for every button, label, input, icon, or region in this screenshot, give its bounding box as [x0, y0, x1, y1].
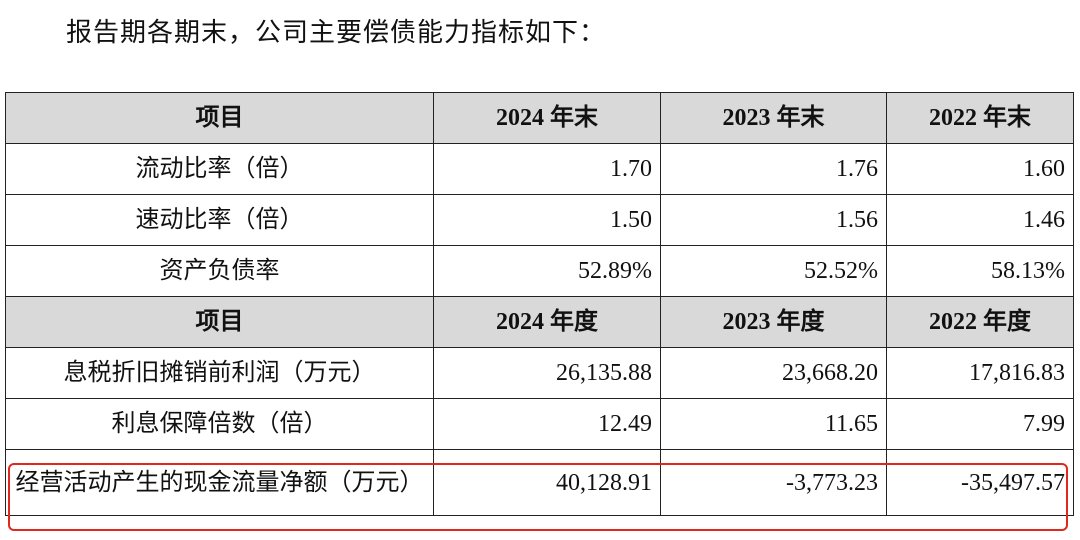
value-cell: 40,128.91: [433, 449, 661, 516]
row-label: 资产负债率: [5, 245, 434, 297]
value-cell: -35,497.57: [886, 449, 1074, 516]
value-cell: 26,135.88: [433, 347, 661, 399]
data-row: 流动比率（倍） 1.70 1.76 1.60: [5, 143, 1074, 195]
row-label: 流动比率（倍）: [5, 143, 434, 195]
value-cell: -3,773.23: [660, 449, 887, 516]
value-cell: 23,668.20: [660, 347, 887, 399]
value-cell: 1.76: [660, 143, 887, 195]
value-cell: 1.60: [886, 143, 1074, 195]
value-cell: 52.89%: [433, 245, 661, 297]
header-cell: 2023 年末: [660, 92, 887, 144]
value-cell: 1.70: [433, 143, 661, 195]
value-cell: 11.65: [660, 398, 887, 450]
intro-text: 报告期各期末，公司主要偿债能力指标如下：: [66, 18, 607, 47]
row-label: 速动比率（倍）: [5, 194, 434, 246]
value-cell: 58.13%: [886, 245, 1074, 297]
table-body: 项目 2024 年末 2023 年末 2022 年末 流动比率（倍） 1.70 1.76 1.…: [5, 92, 1074, 516]
value-cell: 7.99: [886, 398, 1074, 450]
header-row: 项目 2024 年度 2023 年度 2022 年度: [5, 296, 1074, 348]
data-row: 速动比率（倍） 1.50 1.56 1.46: [5, 194, 1074, 246]
data-row: 利息保障倍数（倍） 12.49 11.65 7.99: [5, 398, 1074, 450]
value-cell: 1.56: [660, 194, 887, 246]
value-cell: 17,816.83: [886, 347, 1074, 399]
data-row: 资产负债率 52.89% 52.52% 58.13%: [5, 245, 1074, 297]
header-cell: 2022 年度: [886, 296, 1074, 348]
header-cell: 2023 年度: [660, 296, 887, 348]
header-cell: 2024 年末: [433, 92, 661, 144]
value-cell: 1.50: [433, 194, 661, 246]
value-cell: 12.49: [433, 398, 661, 450]
row-label: 利息保障倍数（倍）: [5, 398, 434, 450]
value-cell: 1.46: [886, 194, 1074, 246]
header-cell: 2024 年度: [433, 296, 661, 348]
header-cell: 2022 年末: [886, 92, 1074, 144]
row-label: 息税折旧摊销前利润（万元）: [5, 347, 434, 399]
header-row: 项目 2024 年末 2023 年末 2022 年末: [5, 92, 1074, 144]
header-cell: 项目: [5, 92, 434, 144]
value-cell: 52.52%: [660, 245, 887, 297]
data-row: 经营活动产生的现金流量净额（万元） 40,128.91 -3,773.23 -35,4…: [5, 449, 1074, 516]
row-label: 经营活动产生的现金流量净额（万元）: [5, 449, 434, 516]
header-cell: 项目: [5, 296, 434, 348]
data-row: 息税折旧摊销前利润（万元） 26,135.88 23,668.20 17,816.83: [5, 347, 1074, 399]
solvency-table: 项目 2024 年末 2023 年末 2022 年末 流动比率（倍） 1.70 1.76 1.…: [5, 92, 1074, 516]
